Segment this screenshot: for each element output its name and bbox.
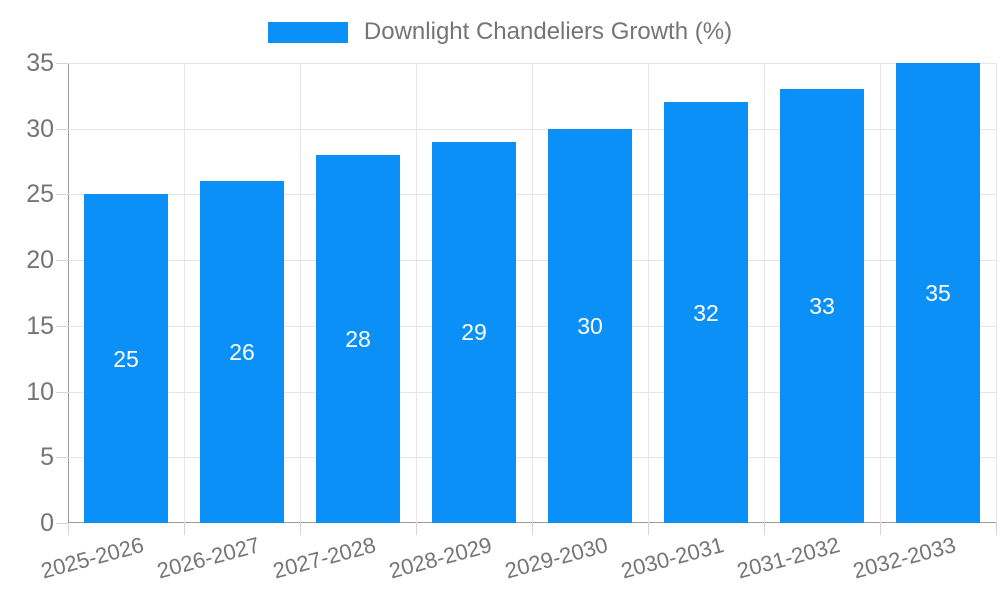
bar[interactable]: 35 bbox=[896, 63, 980, 523]
x-axis-tick-label: 2031-2032 bbox=[734, 532, 843, 584]
x-axis-tick-label: 2025-2026 bbox=[38, 532, 147, 584]
y-axis-tick-label: 10 bbox=[26, 377, 54, 406]
bar[interactable]: 26 bbox=[200, 181, 284, 523]
x-axis-tick-label: 2029-2030 bbox=[502, 532, 611, 584]
y-axis-tick-label: 0 bbox=[40, 509, 54, 537]
x-axis-tick bbox=[880, 523, 881, 535]
bar[interactable]: 28 bbox=[316, 155, 400, 523]
y-axis-tick bbox=[56, 260, 68, 262]
y-axis-tick-label: 5 bbox=[40, 443, 54, 472]
bar[interactable]: 30 bbox=[548, 128, 632, 523]
x-axis-tick-label: 2026-2027 bbox=[154, 532, 263, 584]
y-axis-tick bbox=[56, 63, 68, 64]
bar-value-label: 28 bbox=[345, 326, 371, 352]
x-axis-tick-label: 2028-2029 bbox=[386, 532, 495, 584]
bar-value-label: 35 bbox=[925, 280, 951, 306]
y-axis-tick bbox=[56, 391, 68, 393]
y-axis-tick-label: 15 bbox=[26, 311, 54, 340]
x-axis-tick bbox=[184, 523, 185, 535]
y-axis-tick bbox=[56, 325, 68, 327]
legend-swatch-icon bbox=[267, 21, 348, 43]
legend[interactable]: Downlight Chandeliers Growth (%) bbox=[0, 18, 1000, 46]
y-axis-tick-label: 35 bbox=[26, 49, 54, 77]
x-axis-tick bbox=[532, 523, 533, 535]
y-axis-tick bbox=[56, 523, 68, 524]
x-axis-tick-label: 2032-2033 bbox=[850, 532, 959, 584]
x-axis-tick bbox=[300, 523, 301, 535]
gridline-vertical bbox=[184, 63, 185, 523]
x-axis-tick bbox=[416, 523, 417, 535]
bar[interactable]: 25 bbox=[84, 194, 168, 523]
gridline-vertical bbox=[416, 63, 417, 523]
gridline-vertical bbox=[880, 63, 881, 523]
y-axis-tick bbox=[56, 194, 68, 196]
legend-label: Downlight Chandeliers Growth (%) bbox=[363, 18, 733, 45]
x-axis-tick bbox=[648, 523, 649, 535]
x-axis-tick bbox=[996, 523, 997, 535]
gridline-vertical bbox=[996, 63, 997, 523]
bar[interactable]: 29 bbox=[432, 141, 516, 523]
bar[interactable]: 33 bbox=[780, 89, 864, 523]
bar[interactable]: 32 bbox=[664, 102, 748, 523]
bar-value-label: 25 bbox=[113, 345, 139, 372]
gridline-vertical bbox=[532, 63, 533, 523]
bar-value-label: 33 bbox=[809, 293, 835, 320]
x-axis-tick-label: 2027-2028 bbox=[270, 532, 379, 584]
bar-value-label: 30 bbox=[577, 312, 603, 339]
gridline-vertical bbox=[300, 63, 301, 523]
x-axis-tick-label: 2030-2031 bbox=[618, 532, 727, 584]
x-axis-tick bbox=[764, 523, 765, 535]
y-axis-tick-label: 20 bbox=[26, 246, 54, 275]
y-axis-tick bbox=[56, 128, 68, 130]
bar-value-label: 32 bbox=[693, 299, 719, 326]
bar-value-label: 26 bbox=[229, 339, 255, 366]
y-axis-tick bbox=[56, 457, 68, 459]
x-axis-tick bbox=[68, 523, 69, 535]
gridline-vertical bbox=[648, 63, 649, 523]
gridline-vertical bbox=[764, 63, 765, 523]
y-axis-line bbox=[68, 63, 69, 523]
y-axis-tick-label: 30 bbox=[26, 114, 54, 143]
y-axis-tick-label: 25 bbox=[26, 180, 54, 209]
bar-value-label: 29 bbox=[461, 319, 487, 346]
plot-area: 0 5 10 15 20 25 30 35 25 26 28 29 30 32 33 35 2025-2026 2… bbox=[26, 50, 997, 583]
